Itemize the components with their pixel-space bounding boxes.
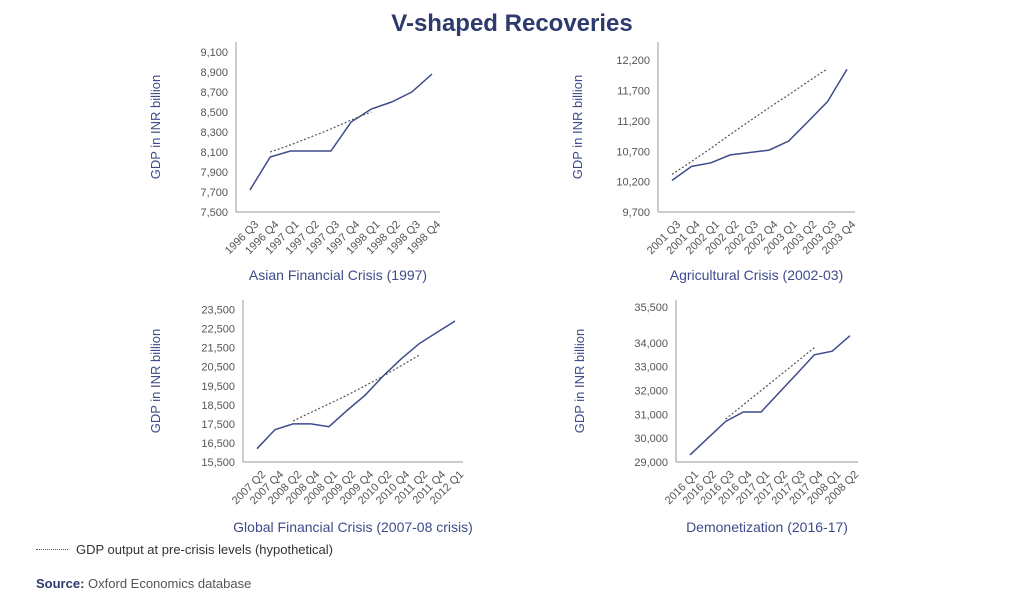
y-tick-label: 34,000 <box>634 338 668 350</box>
chart-title: Asian Financial Crisis (1997) <box>249 267 427 283</box>
y-tick-label: 8,900 <box>200 67 228 79</box>
y-tick-label: 12,200 <box>616 55 650 67</box>
y-axis-label: GDP in INR billion <box>572 329 587 434</box>
chart-title: Global Financial Crisis (2007-08 crisis) <box>233 519 473 535</box>
y-tick-label: 7,900 <box>200 167 228 179</box>
legend-dotted-line-swatch <box>36 549 68 550</box>
y-tick-label: 23,500 <box>201 305 235 317</box>
y-axis-label: GDP in INR billion <box>148 75 163 180</box>
y-tick-label: 10,200 <box>616 177 650 189</box>
gdp-series-line <box>256 320 456 450</box>
y-tick-label: 30,000 <box>634 433 668 445</box>
gdp-series-line <box>249 73 433 191</box>
gdp-series-line <box>671 68 848 182</box>
y-tick-label: 7,700 <box>200 187 228 199</box>
y-tick-label: 22,500 <box>201 324 235 336</box>
chart-title: Agricultural Crisis (2002-03) <box>670 267 844 283</box>
y-tick-label: 8,100 <box>200 147 228 159</box>
pre-crisis-trend-line <box>671 68 828 175</box>
page-title: V-shaped Recoveries <box>391 10 633 37</box>
y-tick-label: 8,500 <box>200 107 228 119</box>
y-tick-label: 16,500 <box>201 438 235 450</box>
y-tick-label: 31,000 <box>634 409 668 421</box>
pre-crisis-trend-line <box>292 354 420 422</box>
y-tick-label: 17,500 <box>201 419 235 431</box>
y-tick-label: 15,500 <box>201 457 235 469</box>
y-tick-label: 8,700 <box>200 87 228 99</box>
y-tick-label: 35,500 <box>634 302 668 314</box>
source-note: Source: Oxford Economics database <box>36 576 251 591</box>
y-axis-label: GDP in INR billion <box>148 329 163 434</box>
y-tick-label: 29,000 <box>634 457 668 469</box>
y-tick-label: 11,700 <box>617 86 650 98</box>
y-tick-label: 33,000 <box>634 362 668 374</box>
source-text: Oxford Economics database <box>88 576 252 591</box>
y-tick-label: 8,300 <box>200 127 228 139</box>
y-tick-label: 18,500 <box>201 400 235 412</box>
pre-crisis-trend-line <box>725 347 815 420</box>
y-tick-label: 10,700 <box>616 146 650 158</box>
chart-title: Demonetization (2016-17) <box>686 519 848 535</box>
y-tick-label: 19,500 <box>201 381 235 393</box>
gdp-series-line <box>689 335 851 456</box>
y-tick-label: 7,500 <box>200 207 228 219</box>
y-tick-label: 9,700 <box>622 207 650 219</box>
source-label: Source: <box>36 576 85 591</box>
y-tick-label: 32,000 <box>634 386 668 398</box>
y-axis-label: GDP in INR billion <box>570 75 585 180</box>
legend-label: GDP output at pre-crisis levels (hypothe… <box>76 542 333 557</box>
y-tick-label: 20,500 <box>201 362 235 374</box>
y-tick-label: 21,500 <box>201 343 235 355</box>
pre-crisis-trend-line <box>270 111 372 153</box>
y-tick-label: 11,200 <box>617 116 650 128</box>
legend: GDP output at pre-crisis levels (hypothe… <box>36 542 333 557</box>
y-tick-label: 9,100 <box>200 47 228 59</box>
